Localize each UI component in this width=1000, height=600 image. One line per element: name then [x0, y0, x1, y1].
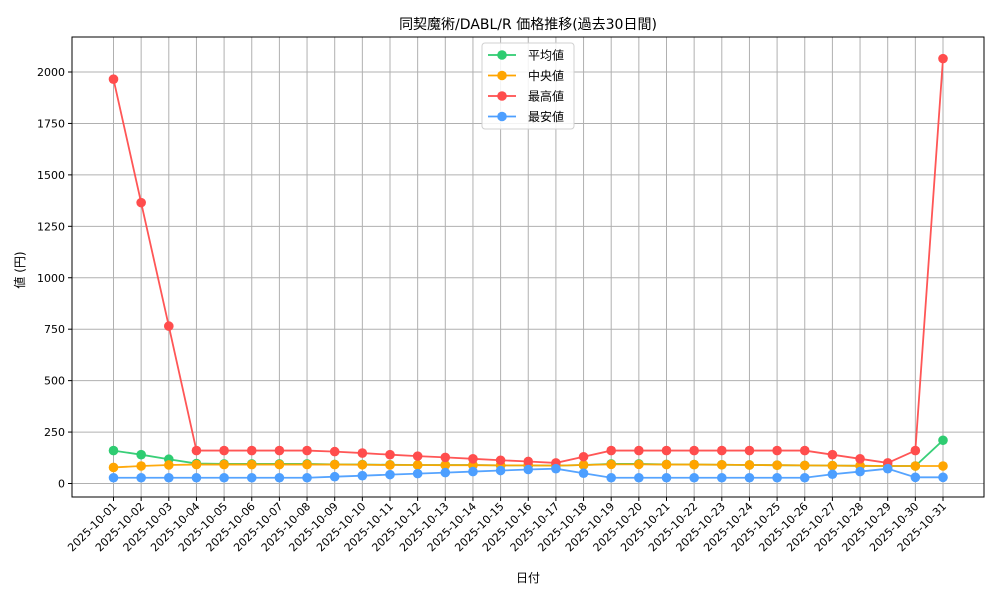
legend-label: 最安値 [528, 109, 564, 124]
y-tick-label: 1750 [37, 117, 65, 130]
x-axis-ticks: 2025-10-012025-10-022025-10-032025-10-04… [65, 497, 949, 554]
y-tick-label: 2000 [37, 66, 65, 79]
legend-item: 最高値 [488, 89, 564, 104]
legend-item: 最安値 [488, 109, 564, 124]
y-axis-label: 値 (円) [12, 251, 27, 288]
y-tick-label: 0 [58, 478, 65, 491]
legend-label: 平均値 [528, 48, 564, 63]
data-series [108, 53, 948, 483]
legend-label: 中央値 [528, 68, 564, 83]
legend-label: 最高値 [528, 89, 564, 104]
y-tick-label: 750 [44, 323, 65, 336]
y-tick-label: 1000 [37, 272, 65, 285]
y-tick-label: 500 [44, 375, 65, 388]
legend-item: 平均値 [488, 48, 564, 63]
y-tick-label: 250 [44, 426, 65, 439]
legend-item: 中央値 [488, 68, 564, 83]
y-tick-label: 1250 [37, 220, 65, 233]
y-tick-label: 1500 [37, 169, 65, 182]
y-axis-ticks: 0 250 500 750 1000 1250 1500 1750 2000 [37, 66, 72, 491]
chart-title: 同契魔術/DABL/R 価格推移(過去30日間) [399, 17, 657, 33]
series-line [108, 463, 948, 483]
grid-lines [72, 37, 984, 497]
series-line [108, 53, 948, 468]
x-axis-label: 日付 [516, 571, 540, 585]
